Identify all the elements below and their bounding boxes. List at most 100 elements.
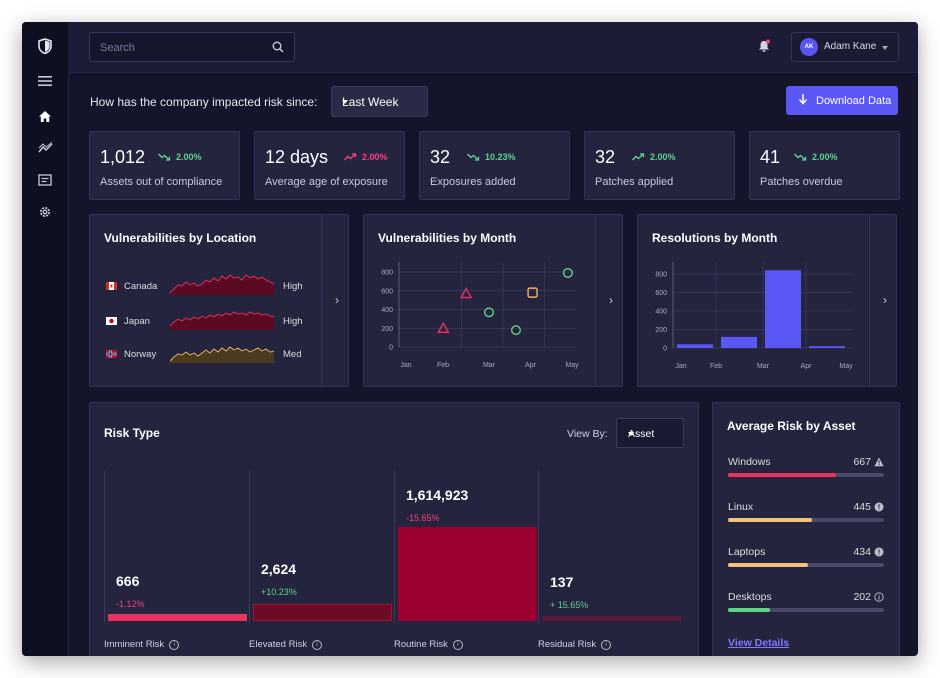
asset-value: 445 <box>853 501 871 513</box>
asset-row: Linux 445 <box>728 501 884 531</box>
trend-down-icon <box>794 153 807 161</box>
card-next-button[interactable]: › <box>595 215 622 386</box>
trend-up-icon <box>632 153 645 161</box>
menu-icon[interactable] <box>35 71 55 91</box>
download-data-button[interactable]: Download Data <box>786 86 898 115</box>
time-range-select[interactable]: Last Week <box>331 86 428 117</box>
chevron-right-icon: › <box>883 293 887 307</box>
view-by-select[interactable]: Asset <box>616 418 684 448</box>
card-title: Vulnerabilities by Month <box>378 231 517 245</box>
user-name: Adam Kane <box>824 41 877 52</box>
risk-bar[interactable] <box>108 614 247 621</box>
alert-circle-icon <box>874 547 884 557</box>
risk-progress-fill <box>728 608 771 612</box>
notification-bell-icon[interactable] <box>757 39 771 58</box>
stat-change: 2.00% <box>344 152 388 162</box>
stat-change-value: 10.23% <box>485 152 516 162</box>
card-title: Vulnerabilities by Location <box>104 231 257 245</box>
search-icon[interactable] <box>272 40 284 58</box>
y-tick-label: 0 <box>663 346 667 353</box>
data-point-triangle <box>437 321 450 333</box>
risk-value: 2,624 <box>261 561 297 577</box>
stat-change-value: 2.00% <box>176 152 202 162</box>
x-tick-label: May <box>839 363 853 370</box>
view-details-link[interactable]: View Details <box>728 637 790 649</box>
info-icon[interactable]: i <box>169 639 180 650</box>
trend-chart-icon[interactable] <box>35 138 55 158</box>
y-tick-label: 0 <box>389 345 393 352</box>
asset-value: 434 <box>853 546 871 558</box>
y-tick-label: 800 <box>381 270 393 277</box>
column-divider <box>104 471 105 623</box>
card-next-button[interactable]: › <box>321 215 348 386</box>
location-sparkline <box>170 311 274 330</box>
risk-progress-fill <box>728 563 808 567</box>
stat-card: 41 2.00% Patches overdue <box>749 131 900 200</box>
location-row: Canada High <box>106 274 306 295</box>
stat-value: 1,012 <box>100 147 146 167</box>
risk-label-group: Imminent Risk i <box>104 639 180 650</box>
stat-change: 10.23% <box>467 152 516 162</box>
stat-value: 12 days <box>265 147 329 167</box>
risk-change: -1.12% <box>116 599 145 609</box>
risk-bar[interactable] <box>542 616 681 621</box>
card-next-button[interactable]: › <box>869 215 896 386</box>
document-icon[interactable] <box>35 170 55 190</box>
risk-level: Med <box>283 349 302 360</box>
stat-change: 2.00% <box>158 152 202 162</box>
location-name: Canada <box>124 281 158 292</box>
card-title: Resolutions by Month <box>652 231 778 245</box>
data-point-triangle <box>459 287 473 299</box>
stat-value: 32 <box>430 147 451 167</box>
asset-value: 202 <box>853 591 871 603</box>
y-tick-label: 800 <box>655 272 667 279</box>
x-tick-label: Mar <box>483 362 496 369</box>
stat-value: 41 <box>760 147 781 167</box>
risk-label: Imminent Risk <box>104 639 165 650</box>
risk-change: + 15.65% <box>550 600 589 610</box>
asset-name: Desktops <box>728 591 772 603</box>
home-icon[interactable] <box>35 106 55 126</box>
location-name: Japan <box>124 316 150 327</box>
risk-bar[interactable] <box>398 527 537 621</box>
norway-flag-icon <box>106 350 117 358</box>
info-icon[interactable]: i <box>601 639 612 650</box>
info-icon[interactable]: i <box>312 639 323 650</box>
stat-change-value: 2.00% <box>362 152 388 162</box>
risk-bar[interactable] <box>253 604 392 621</box>
bar <box>765 270 801 348</box>
x-tick-label: May <box>565 362 579 369</box>
user-menu[interactable]: AK Adam Kane <box>791 32 899 62</box>
column-divider <box>538 471 539 623</box>
risk-progress-track <box>728 563 884 567</box>
avatar: AK <box>800 38 818 56</box>
risk-value: 1,614,923 <box>406 487 469 503</box>
asset-row: Laptops 434 <box>728 546 884 576</box>
trend-up-icon <box>344 153 357 161</box>
chevron-right-icon: › <box>609 293 613 307</box>
risk-progress-track <box>728 473 884 477</box>
risk-label: Residual Risk <box>538 639 597 650</box>
x-tick-label: Feb <box>710 363 722 370</box>
stat-value: 32 <box>595 147 616 167</box>
risk-level: High <box>283 316 303 327</box>
risk-label-group: Residual Risk i <box>538 639 612 650</box>
settings-gear-icon[interactable] <box>35 202 55 222</box>
location-row: Japan High <box>106 311 306 330</box>
risk-label-group: Routine Risk i <box>394 639 463 650</box>
y-tick-label: 400 <box>655 309 667 316</box>
data-point-circle <box>562 267 573 278</box>
info-icon[interactable]: i <box>452 639 463 650</box>
chevron-right-icon: › <box>335 293 339 307</box>
stat-card: 12 days 2.00% Average age of exposure <box>254 131 405 200</box>
search-input[interactable] <box>98 33 262 63</box>
view-by-value: Asset <box>628 428 655 440</box>
stat-change: 2.00% <box>632 152 676 162</box>
location-name: Norway <box>124 349 157 360</box>
risk-label: Elevated Risk <box>249 639 308 650</box>
caret-down-icon <box>342 100 348 104</box>
y-tick-label: 400 <box>381 307 393 314</box>
stat-change: 2.00% <box>794 152 838 162</box>
view-by-label: View By: <box>567 428 608 440</box>
asset-value: 667 <box>853 456 871 468</box>
